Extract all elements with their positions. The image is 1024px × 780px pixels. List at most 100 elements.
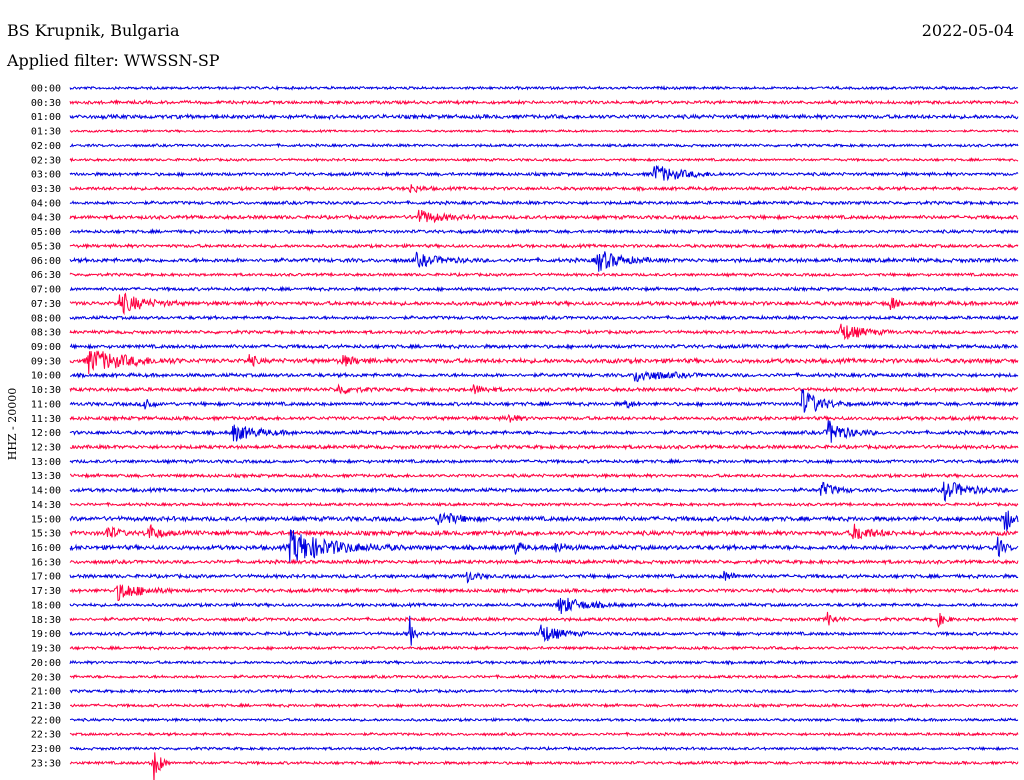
trace-row-0600 bbox=[69, 251, 1019, 272]
trace-row-1300 bbox=[69, 457, 1019, 465]
trace-row-1100 bbox=[69, 389, 1019, 413]
trace-row-0900 bbox=[69, 343, 1019, 351]
trace-row-1400 bbox=[69, 481, 1019, 503]
trace-row-0030 bbox=[69, 98, 1019, 106]
trace-row-1730 bbox=[69, 584, 1019, 601]
row-label: 07:30 bbox=[31, 299, 61, 310]
row-label: 16:30 bbox=[31, 557, 61, 568]
row-label: 03:00 bbox=[31, 170, 61, 181]
row-label: 01:00 bbox=[31, 112, 61, 123]
row-label-group: 00:00 00:30 01:00 01:30 02:00 02:30 03:00 03:30… bbox=[31, 84, 61, 770]
trace-row-0730 bbox=[69, 292, 1019, 316]
row-label: 18:00 bbox=[31, 600, 61, 611]
row-label: 19:30 bbox=[31, 644, 61, 655]
trace-row-0930 bbox=[69, 350, 1019, 375]
trace-row-1130 bbox=[69, 413, 1019, 423]
row-label: 09:30 bbox=[31, 356, 61, 367]
row-label: 17:30 bbox=[31, 586, 61, 597]
row-label: 18:30 bbox=[31, 615, 61, 626]
row-label: 09:00 bbox=[31, 342, 61, 353]
row-label: 06:00 bbox=[31, 256, 61, 267]
row-label: 20:00 bbox=[31, 658, 61, 669]
row-label: 00:00 bbox=[31, 84, 61, 95]
trace-row-2000 bbox=[69, 659, 1019, 666]
trace-row-2330 bbox=[69, 752, 1019, 780]
row-label: 20:30 bbox=[31, 672, 61, 683]
row-label: 06:30 bbox=[31, 270, 61, 281]
row-label: 23:30 bbox=[31, 758, 61, 769]
trace-row-0800 bbox=[69, 314, 1019, 321]
row-label: 15:00 bbox=[31, 514, 61, 525]
trace-row-1830 bbox=[69, 611, 1019, 629]
row-label: 12:30 bbox=[31, 443, 61, 454]
trace-row-0230 bbox=[69, 156, 1019, 163]
trace-row-2200 bbox=[69, 716, 1019, 723]
trace-row-2300 bbox=[69, 745, 1019, 752]
trace-row-1430 bbox=[69, 501, 1019, 508]
trace-row-2030 bbox=[69, 673, 1019, 680]
row-label: 02:30 bbox=[31, 155, 61, 166]
row-label: 02:00 bbox=[31, 141, 61, 152]
row-label: 08:30 bbox=[31, 328, 61, 339]
trace-row-1330 bbox=[69, 472, 1019, 480]
row-label: 17:00 bbox=[31, 572, 61, 583]
row-label: 05:30 bbox=[31, 241, 61, 252]
row-label: 19:00 bbox=[31, 629, 61, 640]
trace-row-0000 bbox=[69, 84, 1019, 92]
trace-row-2130 bbox=[69, 702, 1019, 709]
filter-label: Applied filter: WWSSN-SP bbox=[7, 51, 220, 70]
trace-row-0700 bbox=[69, 285, 1019, 293]
trace-row-0300 bbox=[69, 165, 1019, 182]
row-label: 10:00 bbox=[31, 371, 61, 382]
row-label: 22:30 bbox=[31, 730, 61, 741]
trace-row-0400 bbox=[69, 199, 1019, 206]
row-label: 22:00 bbox=[31, 715, 61, 726]
row-label: 12:00 bbox=[31, 428, 61, 439]
trace-row-1530 bbox=[69, 523, 1019, 540]
trace-row-1930 bbox=[69, 644, 1019, 652]
row-label: 11:30 bbox=[31, 414, 61, 425]
row-label: 21:00 bbox=[31, 687, 61, 698]
record-date: 2022-05-04 bbox=[921, 21, 1014, 40]
row-label: 15:30 bbox=[31, 529, 61, 540]
trace-row-0630 bbox=[69, 271, 1019, 278]
row-label: 21:30 bbox=[31, 701, 61, 712]
row-label: 00:30 bbox=[31, 98, 61, 109]
row-label: 08:00 bbox=[31, 313, 61, 324]
trace-row-1800 bbox=[69, 597, 1019, 615]
trace-row-2100 bbox=[69, 687, 1019, 695]
trace-row-1900 bbox=[69, 615, 1019, 646]
row-label: 13:00 bbox=[31, 457, 61, 468]
channel-label: HHZ - 20000 bbox=[6, 388, 19, 461]
row-label: 04:00 bbox=[31, 198, 61, 209]
row-label: 05:00 bbox=[31, 227, 61, 238]
trace-row-1200 bbox=[69, 420, 1019, 443]
trace-row-2230 bbox=[69, 731, 1019, 738]
row-label: 23:00 bbox=[31, 744, 61, 755]
station-title: BS Krupnik, Bulgaria bbox=[7, 21, 180, 40]
trace-row-1600 bbox=[69, 529, 1019, 563]
trace-row-0100 bbox=[69, 112, 1019, 121]
trace-row-1030 bbox=[69, 383, 1019, 395]
row-label: 04:30 bbox=[31, 213, 61, 224]
row-label: 13:30 bbox=[31, 471, 61, 482]
trace-row-0830 bbox=[69, 323, 1019, 341]
trace-row-1700 bbox=[69, 570, 1019, 584]
row-label: 14:00 bbox=[31, 486, 61, 497]
trace-group bbox=[69, 84, 1019, 780]
trace-row-1500 bbox=[69, 510, 1019, 532]
trace-row-1230 bbox=[69, 443, 1019, 451]
trace-row-1630 bbox=[69, 558, 1019, 566]
row-label: 16:00 bbox=[31, 543, 61, 554]
trace-row-1000 bbox=[69, 370, 1019, 383]
row-label: 11:00 bbox=[31, 399, 61, 410]
trace-row-0130 bbox=[69, 128, 1019, 134]
row-label: 07:00 bbox=[31, 285, 61, 296]
trace-row-0430 bbox=[69, 209, 1019, 224]
row-label: 14:30 bbox=[31, 500, 61, 511]
trace-row-0200 bbox=[69, 142, 1019, 149]
row-label: 03:30 bbox=[31, 184, 61, 195]
trace-row-0530 bbox=[69, 242, 1019, 250]
trace-row-0500 bbox=[69, 228, 1019, 235]
